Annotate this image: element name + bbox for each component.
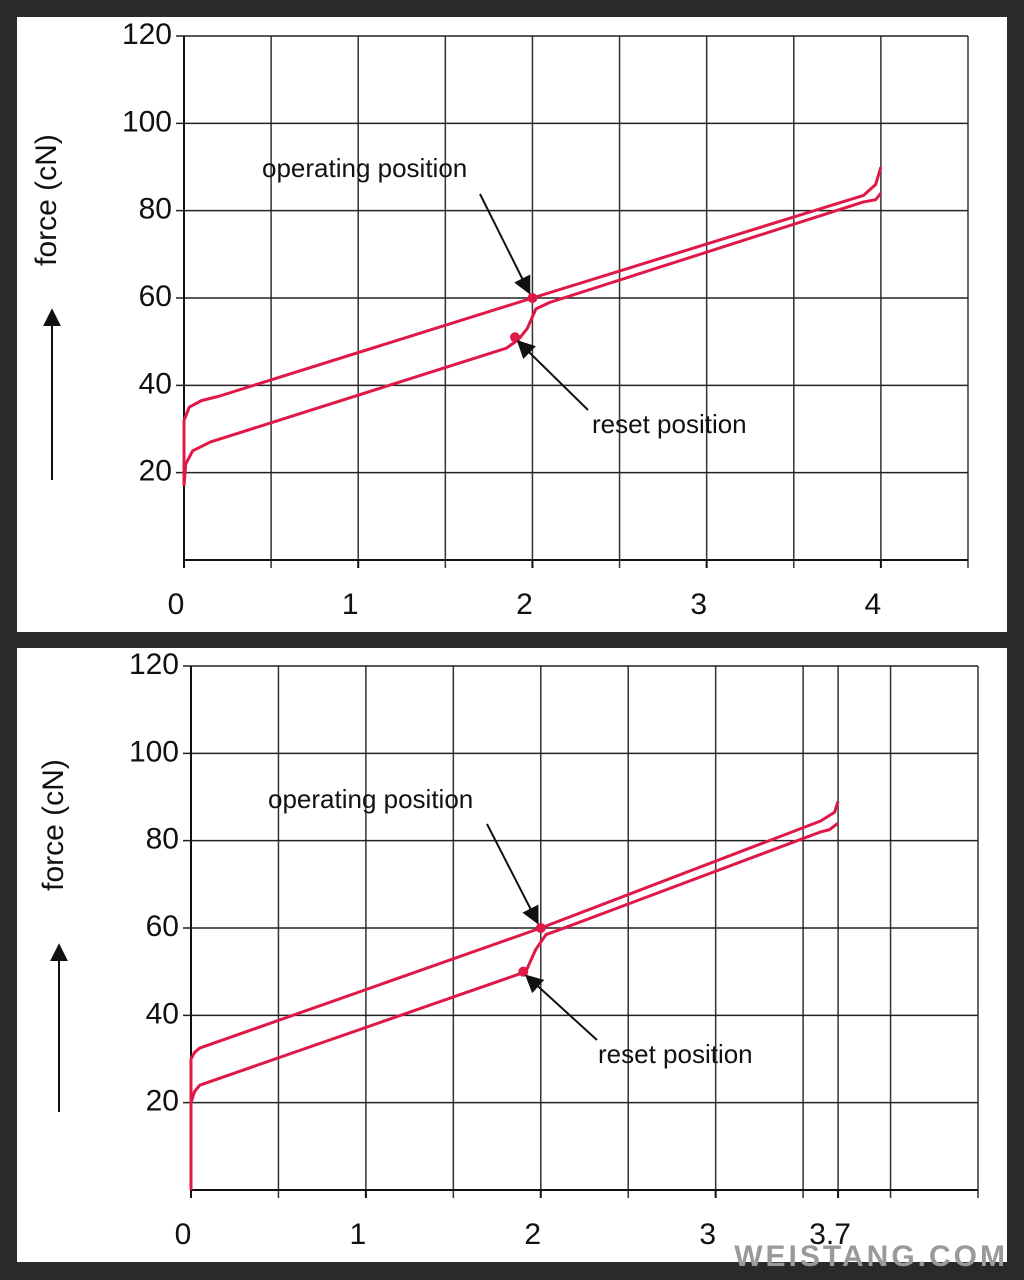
x-tick-label: 3 xyxy=(699,1218,716,1251)
y-tick-label: 80 xyxy=(139,193,172,226)
watermark: WEISTANG.COM xyxy=(734,1240,1008,1273)
y-tick-label: 100 xyxy=(129,735,179,768)
y-tick-label: 120 xyxy=(122,18,172,51)
series-line xyxy=(182,166,883,486)
x-tick-label: 0 xyxy=(168,588,185,621)
annotation-point xyxy=(510,332,521,343)
series-line xyxy=(189,800,840,1190)
annotation-text: operating position xyxy=(268,784,473,814)
panel xyxy=(17,17,1007,632)
x-tick-label: 2 xyxy=(524,1218,541,1251)
annotation-arrow xyxy=(524,974,598,1041)
y-tick-label: 20 xyxy=(146,1085,179,1118)
y-tick-label: 60 xyxy=(146,910,179,943)
series-line xyxy=(182,192,883,486)
x-tick-label: 3.7 xyxy=(809,1218,851,1251)
x-tick-label: 1 xyxy=(350,1218,367,1251)
y-tick-label: 20 xyxy=(139,455,172,488)
annotation-text: reset position xyxy=(592,409,747,439)
y-tick-label: 40 xyxy=(139,367,172,400)
y-tick-label: 60 xyxy=(139,280,172,313)
series-line xyxy=(189,821,839,1190)
annotation-point xyxy=(535,923,546,933)
y-axis-label: force (cN) xyxy=(37,759,70,891)
y-axis-label: force (cN) xyxy=(30,134,63,266)
x-tick-label: 4 xyxy=(865,588,882,621)
annotation-arrow xyxy=(516,340,589,411)
annotation-text: operating position xyxy=(262,153,467,183)
annotation-point xyxy=(518,966,529,977)
panel xyxy=(17,648,1007,1262)
annotation-arrow xyxy=(479,193,531,295)
annotation-arrow xyxy=(486,823,539,925)
x-tick-label: 0 xyxy=(175,1218,192,1251)
annotation-point xyxy=(527,293,538,303)
x-tick-label: 1 xyxy=(342,588,359,621)
annotation-text: reset position xyxy=(598,1039,753,1069)
y-tick-label: 40 xyxy=(146,997,179,1030)
x-tick-label: 3 xyxy=(690,588,707,621)
y-tick-label: 120 xyxy=(129,648,179,681)
x-tick-label: 2 xyxy=(516,588,533,621)
y-tick-label: 100 xyxy=(122,105,172,138)
y-tick-label: 80 xyxy=(146,823,179,856)
